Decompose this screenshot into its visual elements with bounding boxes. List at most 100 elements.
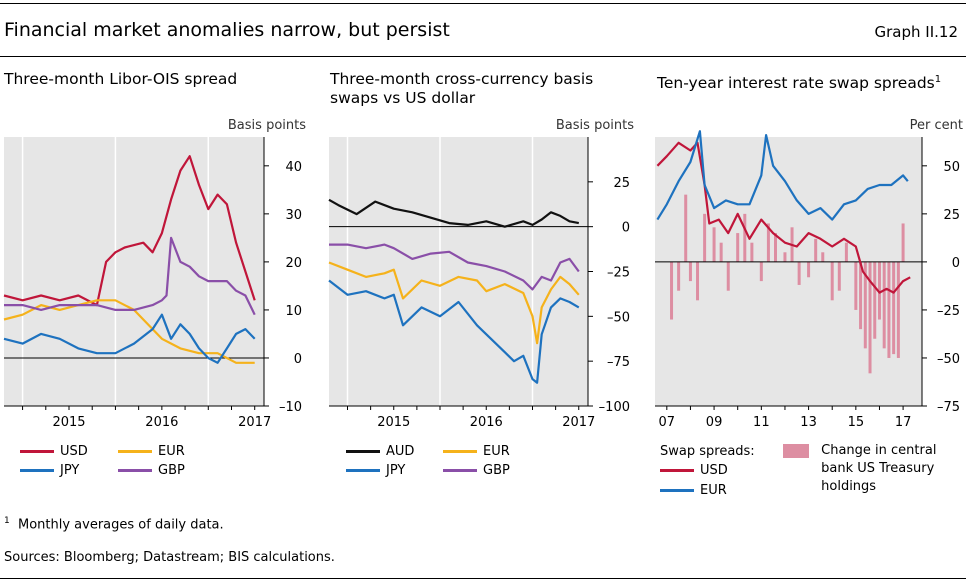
legend-aud-label: AUD	[386, 444, 415, 459]
panel3-bar	[892, 261, 896, 355]
panel3-bar	[743, 213, 747, 262]
panel1-series-jpy	[3, 313, 256, 364]
legend-gbp-swatch	[118, 469, 152, 472]
panel3-bar	[684, 194, 688, 262]
legend-usd-label: USD	[60, 444, 88, 459]
top-rule	[0, 3, 966, 4]
legend-eur-3: EUR	[660, 483, 727, 498]
panel3-bar	[797, 261, 801, 285]
legend-gbp-label: GBP	[158, 463, 185, 478]
panel3-series-usd	[656, 141, 911, 294]
panel1-ytick-label: 40	[285, 160, 302, 175]
legend-jpy-label: JPY	[60, 463, 80, 478]
panel2-series-jpy	[328, 279, 580, 384]
panel3-bar	[896, 261, 900, 358]
panel3-bar	[677, 261, 681, 291]
panel2-background	[329, 137, 588, 406]
panel3-bar	[868, 261, 872, 374]
legend-eur-swatch	[118, 450, 152, 453]
panel3-bar	[837, 261, 841, 291]
panel2-series-eur	[328, 261, 580, 345]
legend-eur-label: EUR	[158, 444, 185, 459]
panel3-bar	[830, 261, 834, 301]
panel1-ytick-label: –10	[279, 400, 302, 415]
panel3-bar	[750, 242, 754, 262]
legend-swap-spreads-title: Swap spreads:	[660, 444, 755, 459]
panel3-bar	[726, 261, 730, 291]
panel3-bar	[703, 213, 707, 262]
panel1-plot: –10 0 10 20 30 40 2015 2016 2017	[3, 137, 302, 430]
panel1-background	[4, 137, 264, 406]
panel3-ytick-label: 50	[943, 160, 960, 175]
panel3-bar	[766, 223, 770, 262]
legend-usd-3-swatch	[660, 469, 694, 472]
legend-gbp: GBP	[118, 463, 185, 478]
panel3-xtick-label: 07	[659, 415, 676, 430]
legend-gbp-2: GBP	[443, 463, 510, 478]
panel3-ytick-label: –50	[937, 352, 960, 367]
panel1-title: Three-month Libor-OIS spread	[4, 70, 238, 88]
legend-gbp-2-label: GBP	[483, 463, 510, 478]
panel2-ytick-label: 25	[613, 176, 630, 191]
panel2-plot: –100 –75 –50 –25 0 25 2015 2016 2017	[328, 137, 630, 430]
panel3-bar	[854, 261, 858, 310]
panel3-bar	[696, 261, 700, 301]
panel2-ytick-label: 0	[622, 221, 630, 236]
panel3-title: Ten-year interest rate swap spreads1	[657, 70, 962, 93]
panel3-bar	[688, 261, 692, 282]
legend-gbp-2-swatch	[443, 469, 477, 472]
panel2-title: Three-month cross-currency basis swaps v…	[330, 70, 594, 107]
panel3-ytick-label: 0	[952, 256, 960, 271]
panel3-bar	[901, 223, 905, 262]
legend-eur-2: EUR	[443, 444, 510, 459]
panel1-ytick-label: 20	[285, 256, 302, 271]
panel2-unit: Basis points	[555, 118, 634, 133]
panel3-bar	[783, 252, 787, 262]
legend-aud: AUD	[346, 444, 414, 459]
panel3-title-superscript: 1	[934, 74, 942, 85]
legend-treasury-swatch	[783, 444, 809, 458]
panel2-xtick-label: 2017	[562, 415, 595, 430]
legend-usd: USD	[20, 444, 88, 459]
panel3-bar	[887, 261, 891, 358]
panel3-bar	[712, 227, 716, 262]
legend-eur-2-label: EUR	[483, 444, 510, 459]
panel3-bar	[859, 261, 863, 330]
panel3-bar	[873, 261, 877, 339]
panel3-bar	[774, 233, 778, 262]
panel1-series-usd	[3, 155, 256, 307]
legend-jpy: JPY	[20, 463, 79, 478]
legend-eur-3-label: EUR	[700, 483, 727, 498]
panel2-series-gbp	[329, 243, 580, 291]
footnote-text: Monthly averages of daily data.	[18, 517, 224, 533]
panel3-bar	[877, 261, 881, 320]
panel1-unit: Basis points	[227, 118, 306, 133]
panel3-bar	[863, 261, 867, 349]
panel3-xtick-label: 17	[895, 415, 912, 430]
panel3-bar	[821, 252, 825, 262]
panel3-xtick-label: 15	[848, 415, 865, 430]
legend-jpy-2-swatch	[346, 469, 380, 472]
legend-usd-3-label: USD	[700, 463, 728, 478]
panel3-bar	[670, 261, 674, 320]
legend-usd-swatch	[20, 450, 54, 453]
panel3-bar	[736, 233, 740, 262]
panel2-xtick-label: 2016	[470, 415, 503, 430]
panel2-ytick-label: –100	[599, 400, 630, 415]
footnote-marker: 1	[4, 516, 10, 526]
panel3-xtick-label: 13	[800, 415, 817, 430]
header-rule	[0, 56, 966, 57]
panel3-ytick-label: –75	[937, 400, 960, 415]
legend-eur-3-swatch	[660, 489, 694, 492]
legend-treasury-label: Change in central bank US Treasury holdi…	[821, 443, 937, 494]
panel3-xtick-label: 11	[753, 415, 770, 430]
page-title: Financial market anomalies narrow, but p…	[4, 19, 450, 41]
panel3-background	[655, 137, 922, 406]
bottom-rule	[0, 578, 966, 579]
panel3-bar	[882, 261, 886, 349]
panel2-series-aud	[328, 198, 580, 228]
panel1-xtick-label: 2015	[52, 415, 85, 430]
legend-aud-swatch	[346, 450, 380, 453]
panel2-ytick-label: –75	[607, 355, 630, 370]
